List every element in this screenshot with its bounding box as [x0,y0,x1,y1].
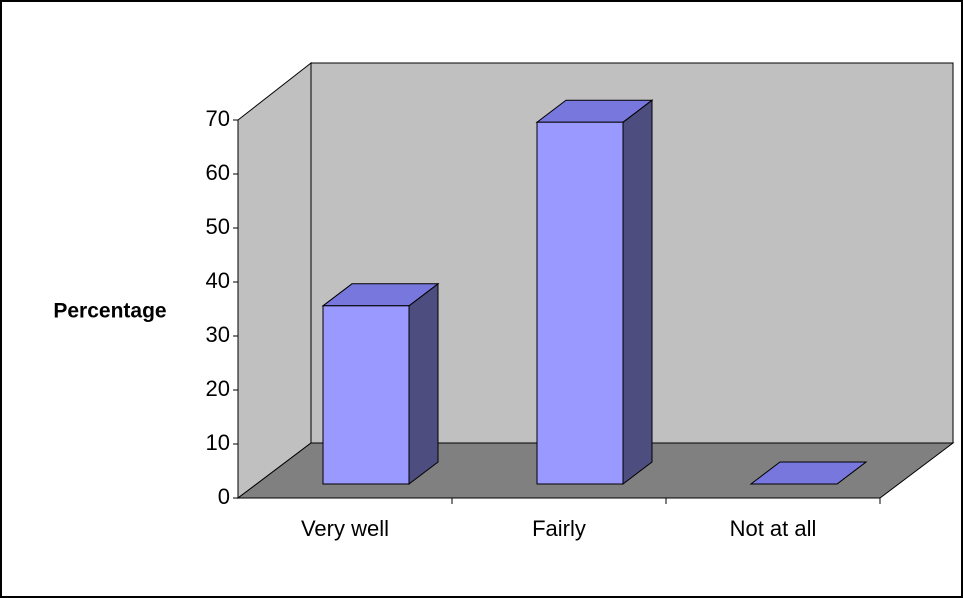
y-tick-label: 50 [206,214,230,239]
y-tick-label: 20 [206,376,230,401]
bar-front [536,121,624,485]
y-tick-label: 0 [218,484,230,509]
bar-front [322,305,410,485]
y-tick-label: 60 [206,160,230,185]
x-tick-label: Very well [301,516,389,541]
bar-side [408,282,439,486]
x-tick-label: Not at all [730,516,817,541]
bar-top [749,461,868,485]
bar-side [622,99,653,486]
y-axis-label: Percentage [53,300,166,323]
x-tick-label: Fairly [532,516,586,541]
y-tick-label: 10 [206,430,230,455]
y-tick-label: 70 [206,106,230,131]
side-wall [237,61,312,500]
y-tick-label: 30 [206,322,230,347]
y-tick-label: 40 [206,268,230,293]
